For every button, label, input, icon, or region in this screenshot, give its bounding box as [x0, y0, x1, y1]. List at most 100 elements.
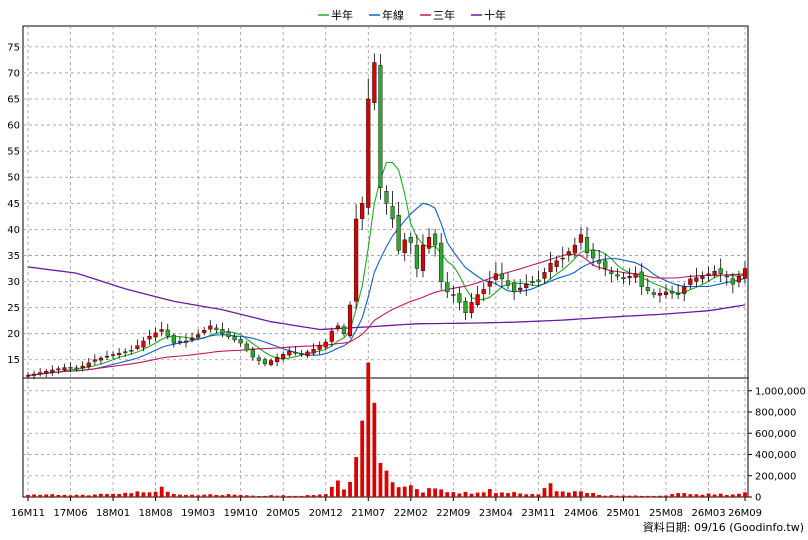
volume-bar: [196, 495, 201, 497]
x-tick-label: 16M11: [11, 508, 45, 519]
volume-bar: [74, 494, 79, 497]
volume-bar: [524, 494, 529, 497]
volume-bar: [378, 462, 383, 497]
candle-body: [408, 237, 413, 243]
volume-bar: [80, 494, 85, 497]
candle-body: [682, 286, 687, 294]
volume-bar: [26, 495, 30, 497]
volume-bar: [348, 481, 352, 497]
volume-bar: [275, 495, 280, 497]
volume-bar: [500, 492, 504, 497]
ma-line-6: [27, 161, 746, 376]
candle-body: [250, 349, 255, 358]
candle-body: [688, 278, 693, 285]
candle-body: [536, 279, 541, 282]
candle-body: [420, 244, 426, 271]
volume-bar: [572, 491, 577, 497]
candle-body: [676, 293, 681, 295]
volume-bar: [129, 493, 134, 497]
ten-year-line: [27, 266, 746, 331]
volume-bar: [372, 402, 377, 497]
candle-body: [317, 345, 322, 350]
volume-bar: [238, 495, 243, 497]
volume-bar: [554, 491, 559, 497]
volume-bar: [737, 493, 741, 497]
volume-bar: [311, 495, 316, 497]
volume-tick-label: 400,000: [755, 450, 796, 461]
volume-bar: [336, 480, 340, 497]
candle-body: [129, 350, 134, 352]
volume-bar: [202, 494, 207, 497]
candle-body: [487, 281, 492, 287]
candle-body: [591, 249, 596, 259]
data-date-credit: 資料日期: 09/16 (Goodinfo.tw): [643, 520, 804, 534]
candle-body: [98, 357, 103, 361]
candle-body: [311, 349, 316, 354]
candle-body: [439, 242, 444, 282]
candle-body: [110, 354, 116, 356]
volume-bar: [293, 495, 298, 497]
x-tick-label: 18M08: [139, 508, 173, 519]
candle-body: [31, 373, 37, 376]
volume-bar: [269, 495, 273, 497]
candle-body: [123, 351, 128, 353]
price-tick-label: 35: [7, 251, 20, 262]
volume-bar: [627, 495, 632, 497]
volume-bar: [38, 494, 43, 497]
price-tick-label: 50: [7, 173, 20, 184]
candle-body: [214, 327, 219, 330]
volume-bar: [506, 493, 510, 497]
candle-body: [518, 287, 523, 291]
volume-bar: [457, 493, 462, 497]
volume-tick-label: 200,000: [755, 471, 796, 482]
candle-body: [117, 352, 122, 356]
candle-body: [74, 367, 79, 370]
candle-body: [135, 345, 140, 349]
volume-bar: [360, 420, 365, 497]
price-tick-label: 65: [7, 95, 20, 106]
volume-bar: [445, 492, 450, 497]
candle-body: [469, 302, 474, 313]
candle-body: [730, 278, 735, 285]
volume-bar: [730, 494, 735, 497]
volume-bar: [475, 492, 480, 497]
candle-body: [396, 215, 401, 251]
candle-body: [80, 365, 85, 368]
candle-body: [299, 353, 304, 355]
candle-body: [287, 351, 292, 356]
price-tick-label: 70: [7, 68, 20, 79]
legend-label-0: 半年: [331, 8, 353, 22]
volume-bar: [178, 494, 182, 497]
candle-body: [256, 357, 261, 361]
volume-bar: [481, 492, 486, 497]
price-tick-label: 30: [7, 277, 20, 288]
price-tick-label: 60: [7, 121, 20, 132]
candle-body: [347, 304, 353, 337]
volume-bar: [688, 494, 693, 497]
candle-body: [481, 289, 486, 294]
candle-body: [268, 360, 274, 365]
candle-body: [621, 277, 626, 280]
candle-body: [651, 292, 656, 295]
candle-body: [262, 359, 268, 365]
candle-body: [220, 329, 225, 334]
volume-bar: [585, 493, 589, 497]
volume-bar: [694, 494, 699, 497]
volume-bar: [232, 494, 237, 497]
candle-body: [627, 276, 632, 279]
volume-bars: [26, 362, 747, 497]
price-tick-label: 20: [7, 329, 20, 340]
x-tick-label: 19M10: [224, 508, 258, 519]
volume-bar: [68, 495, 73, 497]
volume-axis: 0 200,000 400,000 600,000 800,000 1,000,000: [748, 386, 806, 504]
candle-body: [86, 362, 91, 367]
volume-bar: [530, 494, 535, 497]
volume-bar: [263, 495, 267, 497]
volume-bar: [329, 486, 334, 497]
candle-body: [104, 356, 110, 358]
volume-bar: [603, 495, 608, 497]
candle-body: [165, 329, 170, 337]
candle-body: [50, 369, 55, 373]
candle-body: [512, 282, 517, 293]
